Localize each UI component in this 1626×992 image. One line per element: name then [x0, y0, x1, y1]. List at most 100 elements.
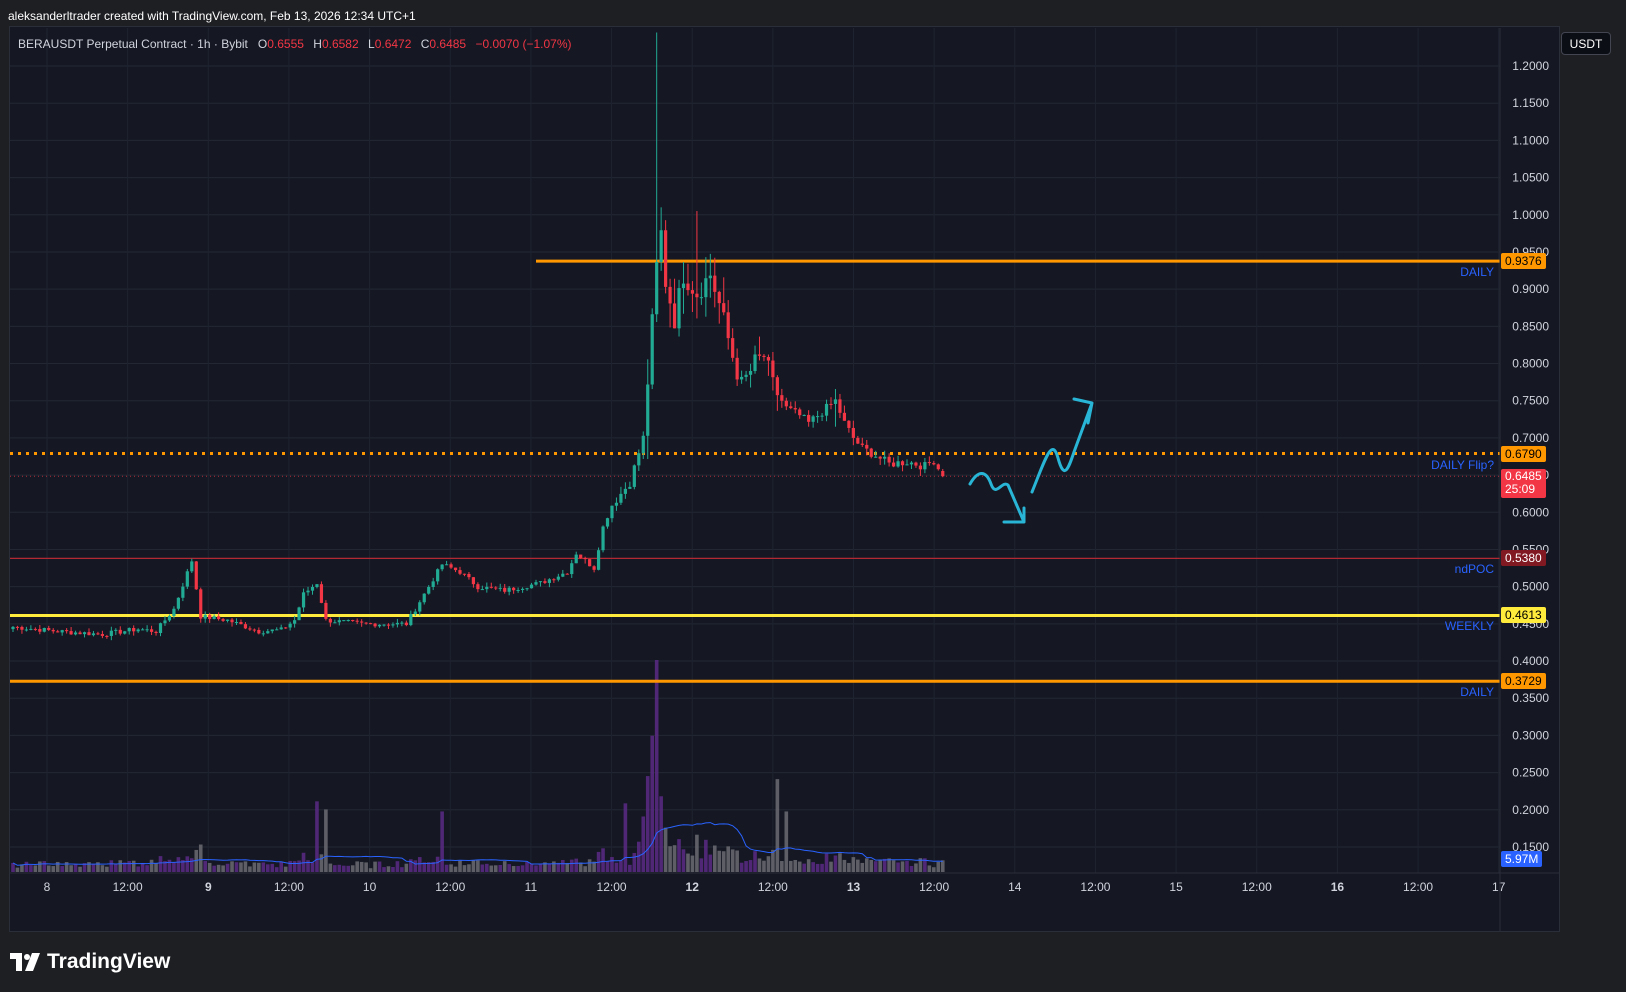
candle-body	[212, 616, 216, 620]
volume-bar	[55, 861, 60, 872]
volume-bar	[243, 861, 248, 872]
candle-body	[561, 573, 565, 577]
candle-body	[704, 278, 708, 298]
currency-button[interactable]: USDT	[1561, 32, 1611, 55]
volume-bar	[534, 865, 538, 872]
candle-body	[489, 586, 493, 588]
volume-bar	[413, 860, 418, 872]
time-tick-label: 8	[44, 880, 51, 894]
volume-bar	[109, 860, 114, 872]
volume-bar	[704, 839, 708, 872]
volume-bar	[15, 867, 20, 872]
projection-drawing	[968, 397, 1094, 524]
candle-body	[722, 303, 726, 313]
price-tick-label: 1.1500	[1512, 96, 1549, 110]
candle-body	[47, 627, 51, 630]
candle-body	[149, 629, 154, 632]
volume-bar	[400, 867, 404, 872]
volume-bar	[498, 865, 503, 872]
candle-body	[328, 618, 332, 623]
level-label: ndPOC	[1454, 562, 1494, 577]
candle-body	[672, 303, 677, 329]
volume-bar	[645, 776, 650, 872]
candle-body	[762, 355, 766, 358]
candle-body	[570, 563, 574, 575]
candle-body	[24, 629, 29, 631]
volume-bar	[105, 866, 109, 872]
volume-bar	[257, 862, 261, 872]
candle-body	[427, 586, 431, 594]
volume-bar	[391, 867, 395, 872]
candle-body	[820, 415, 824, 417]
candle-body	[793, 408, 797, 410]
bar-countdown: 25:09	[1505, 482, 1536, 497]
candle-body	[883, 456, 887, 459]
candle-body	[409, 614, 413, 626]
volume-bar	[283, 866, 288, 872]
candle-body	[324, 602, 328, 619]
candle-body	[498, 587, 502, 589]
volume-bar	[744, 861, 748, 872]
volume-bar	[614, 862, 619, 872]
candle-body	[167, 615, 172, 621]
volume-bar	[623, 803, 628, 872]
candle-body	[136, 629, 140, 632]
candle-body	[114, 629, 118, 631]
volume-bar	[788, 860, 793, 872]
volume-bar	[261, 862, 266, 872]
candle-body	[404, 622, 408, 626]
candle-body	[494, 587, 498, 589]
volume-bar	[458, 860, 462, 872]
volume-bar	[462, 865, 467, 872]
candle-body	[941, 471, 945, 477]
volume-bar	[592, 861, 596, 872]
candle-body	[225, 619, 230, 621]
volume-bar	[896, 862, 900, 872]
candle-body	[699, 297, 703, 299]
candle-body	[686, 283, 690, 291]
volume-bar	[69, 865, 73, 872]
volume-bar	[641, 816, 646, 872]
candle-body	[740, 376, 744, 380]
candle-body	[887, 456, 891, 463]
candle-body	[811, 416, 815, 422]
candle-body	[29, 628, 33, 630]
candle-body	[431, 581, 435, 587]
volume-bar	[578, 862, 583, 872]
low-key: L	[368, 37, 375, 51]
volume-bar	[793, 859, 798, 872]
price-tick-label: 1.1000	[1512, 133, 1549, 147]
volume-bar	[422, 862, 427, 872]
volume-bar	[489, 865, 494, 872]
volume-bar	[145, 865, 149, 872]
candle-body	[132, 627, 136, 632]
volume-bar	[628, 864, 632, 872]
volume-bar	[869, 859, 874, 872]
volume-bar	[637, 841, 641, 872]
candle-body	[436, 569, 440, 582]
volume-bar	[771, 849, 775, 872]
high-value: 0.6582	[321, 37, 359, 51]
candle-body	[619, 493, 623, 503]
volume-bar	[279, 861, 283, 872]
candle-body	[838, 399, 842, 413]
close-value: 0.6485	[429, 37, 467, 51]
time-tick-label: 12:00	[113, 880, 143, 894]
volume-bar	[520, 865, 525, 872]
candle-body	[360, 621, 364, 623]
time-tick-label: 12:00	[758, 880, 788, 894]
candle-body	[485, 586, 489, 590]
candle-body	[865, 444, 869, 449]
candle-body	[123, 631, 127, 634]
candle-body	[744, 374, 748, 377]
price-tick-label: 1.2000	[1512, 59, 1549, 73]
axes: 1.20001.15001.10001.05001.00000.95000.90…	[10, 28, 1559, 931]
candle-body	[203, 614, 207, 619]
chart-grid	[10, 28, 1500, 873]
volume-bar	[601, 848, 605, 872]
candle-body	[467, 573, 471, 578]
volume-bar	[140, 863, 145, 872]
price-tick-label: 0.2500	[1512, 766, 1549, 780]
volume-bar	[668, 846, 672, 872]
